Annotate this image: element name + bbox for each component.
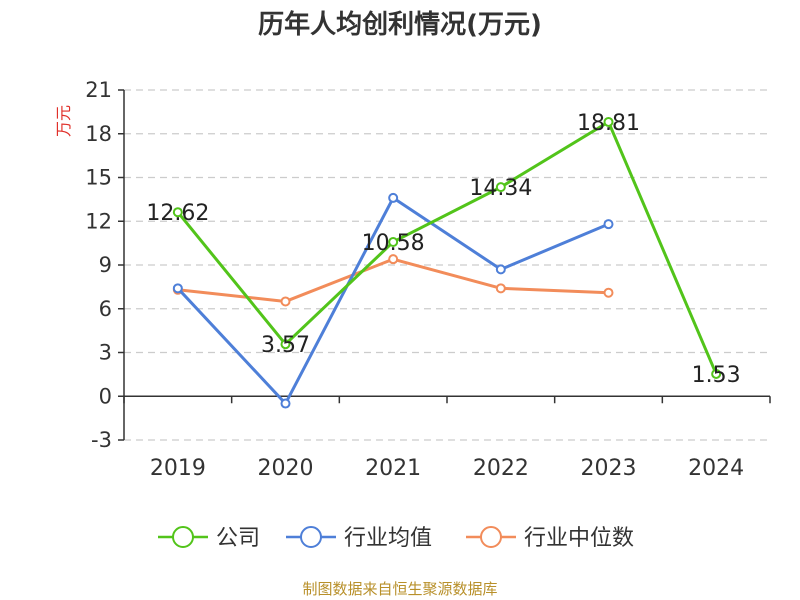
- y-tick-label: 12: [85, 209, 112, 233]
- series-point: [172, 207, 183, 218]
- legend-marker: [480, 526, 502, 548]
- data-label: 18.81: [577, 111, 640, 136]
- y-tick-label: 0: [99, 384, 112, 408]
- series-lines: [172, 116, 722, 409]
- y-tick-label: 15: [85, 166, 112, 190]
- y-tick-label: 3: [99, 341, 112, 365]
- legend-marker: [300, 526, 322, 548]
- y-axis-title: 万元: [54, 105, 73, 137]
- series-point: [603, 287, 614, 298]
- axes: -3 0 3 6 9 12 15 18 21 2019 2020 2021 2022 2023 2024 万元: [54, 78, 771, 481]
- series-point: [388, 254, 399, 265]
- chart-title: 历年人均创利情况(万元): [258, 10, 542, 40]
- legend-label: 行业均值: [344, 526, 432, 551]
- legend-label: 行业中位数: [524, 526, 634, 551]
- series-point: [603, 219, 614, 230]
- y-tick-label: 18: [85, 122, 112, 146]
- series-point: [495, 182, 506, 193]
- x-tick-label: 2022: [473, 456, 529, 481]
- series-line: [176, 196, 610, 406]
- series-point: [711, 368, 722, 379]
- series-point: [172, 283, 183, 294]
- x-tick-label: 2019: [150, 456, 206, 481]
- series-point: [388, 236, 399, 247]
- x-tick-label: 2024: [688, 456, 744, 481]
- data-label: 14.34: [469, 176, 532, 201]
- legend: 公司 行业均值 行业中位数: [158, 526, 634, 551]
- series-point: [388, 192, 399, 203]
- data-label: 1.53: [692, 363, 741, 388]
- data-label: 3.57: [261, 333, 310, 358]
- y-tick-label: 21: [85, 78, 112, 102]
- x-tick-label: 2023: [581, 456, 637, 481]
- y-tick-label: 6: [99, 297, 112, 321]
- series-point: [495, 283, 506, 294]
- legend-label: 公司: [216, 526, 260, 551]
- series-line: [176, 120, 718, 375]
- series-point: [495, 264, 506, 275]
- source-note: 制图数据来自恒生聚源数据库: [302, 580, 498, 598]
- series-point: [280, 339, 291, 350]
- y-tick-label: 9: [99, 253, 112, 277]
- x-tick-label: 2021: [365, 456, 421, 481]
- series-point: [280, 398, 291, 409]
- legend-marker: [172, 526, 194, 548]
- y-tick-label: -3: [91, 428, 112, 452]
- x-tick-label: 2020: [258, 456, 314, 481]
- series-point: [603, 116, 614, 127]
- series-point: [280, 296, 291, 307]
- data-labels: 12.62 3.57 10.58 14.34 18.81 1.53: [146, 111, 740, 388]
- data-label: 10.58: [362, 231, 425, 256]
- data-label: 12.62: [146, 201, 209, 226]
